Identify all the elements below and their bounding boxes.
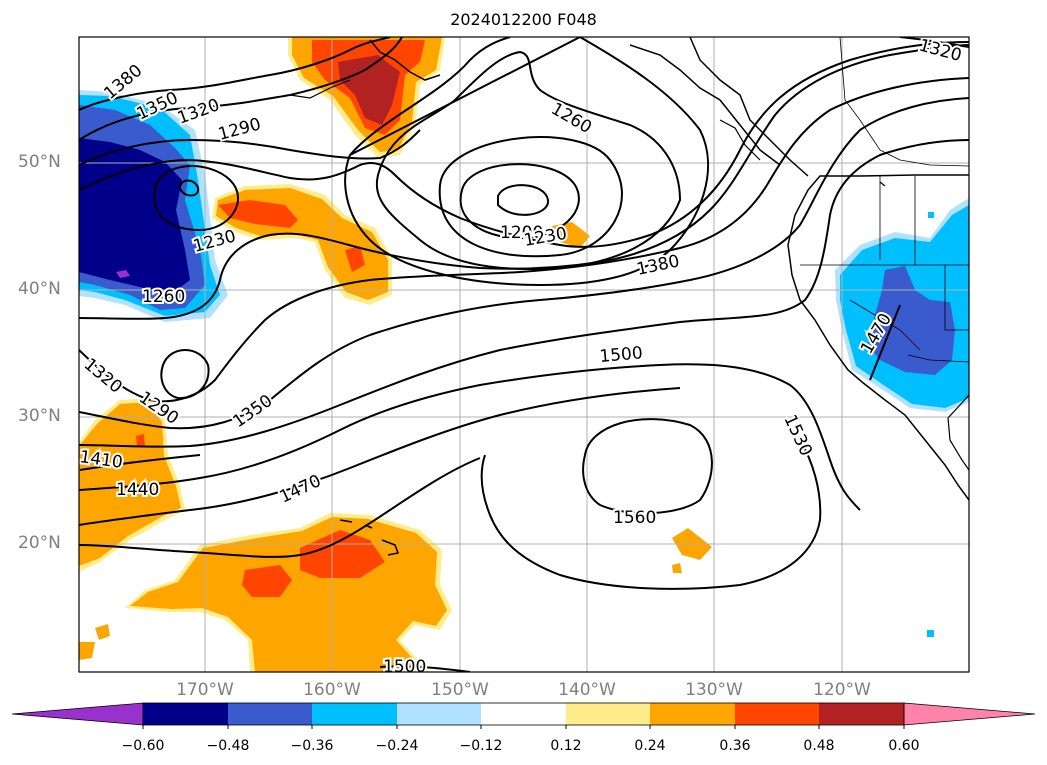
- pos-anomaly-hi-red1: [300, 530, 385, 578]
- lon-label: 130°W: [685, 680, 743, 700]
- contour-label: 1440: [116, 480, 159, 500]
- anomaly-fill: [79, 37, 969, 672]
- pos-anomaly-small1: [95, 624, 110, 640]
- lon-label: 140°W: [558, 680, 616, 700]
- contour-label: 1290: [216, 114, 263, 145]
- colorbar-tick-label: 0.48: [803, 738, 835, 754]
- contour-label: 1500: [383, 657, 426, 677]
- map-frame: [78, 36, 970, 673]
- gridlines: [79, 37, 969, 672]
- contour-label: 1260: [142, 287, 185, 307]
- neg-anomaly-ca-blue: [868, 266, 955, 375]
- colorbar-bin: [143, 703, 228, 725]
- height-contours: [79, 37, 969, 672]
- neg-anomaly-small: [927, 630, 934, 637]
- pos-anomaly-ak-dark: [338, 55, 400, 125]
- colorbar-tick-label: −0.48: [206, 738, 250, 754]
- colorbar-tick-label: −0.36: [290, 738, 334, 754]
- contour-label: 1320: [175, 95, 222, 129]
- lat-label: 20°N: [18, 533, 61, 553]
- neg-anomaly-nw-core: [116, 270, 130, 278]
- colorbar-bin: [481, 703, 566, 725]
- map-title: 2024012200 F048: [450, 10, 597, 29]
- contour-label: 1350: [229, 391, 276, 432]
- colorbar-tick-label: 0.12: [550, 738, 582, 754]
- pos-anomaly-sw-spot: [136, 434, 145, 446]
- colorbar-tick-label: 0.36: [719, 738, 751, 754]
- colorbar-bin: [819, 703, 904, 725]
- colorbar-extend-high: [903, 702, 1036, 726]
- contour-label: 1560: [613, 508, 656, 528]
- lat-label: 50°N: [18, 152, 61, 172]
- pos-anomaly-mid-spot: [345, 246, 365, 272]
- pos-anomaly-mid-red: [218, 200, 298, 228]
- lon-label: 150°W: [431, 680, 489, 700]
- pos-anomaly-hi-orange: [130, 517, 447, 672]
- contour-label: 1200: [500, 223, 543, 243]
- neg-anomaly-ca-spot: [928, 212, 934, 218]
- contour-label: 1470: [277, 471, 325, 507]
- colorbar-tick-label: −0.60: [121, 738, 165, 754]
- pos-anomaly-small2: [79, 642, 95, 660]
- contour-label: 1320: [917, 36, 964, 67]
- pos-anomaly-gulf: [552, 222, 590, 248]
- colorbar-bin: [566, 703, 650, 725]
- contour-label: 1320: [80, 355, 126, 398]
- pos-anomaly-east2: [672, 563, 682, 573]
- colorbar-bin: [397, 703, 481, 725]
- contour-label: 1530: [779, 412, 815, 460]
- colorbar-bin: [735, 703, 819, 725]
- colorbar-tick-label: −0.24: [375, 738, 419, 754]
- contour-label: 1500: [599, 343, 644, 367]
- lat-label: 40°N: [18, 279, 61, 299]
- colorbar-bin: [650, 703, 735, 725]
- colorbar: [11, 702, 1036, 729]
- borders: [800, 37, 969, 363]
- colorbar-extend-low: [11, 702, 144, 726]
- lon-label: 170°W: [176, 680, 234, 700]
- lon-label: 160°W: [303, 680, 361, 700]
- colorbar-tick-label: 0.24: [634, 738, 666, 754]
- colorbar-bin: [312, 703, 397, 725]
- colorbar-tick-label: 0.60: [888, 738, 920, 754]
- lat-label: 30°N: [18, 406, 61, 426]
- colorbar-bin: [228, 703, 312, 725]
- pos-anomaly-sw-orange: [79, 402, 181, 566]
- coastlines: [289, 37, 969, 556]
- pos-anomaly-hi-red2: [242, 565, 292, 597]
- lon-label: 120°W: [813, 680, 871, 700]
- colorbar-tick-label: −0.12: [459, 738, 503, 754]
